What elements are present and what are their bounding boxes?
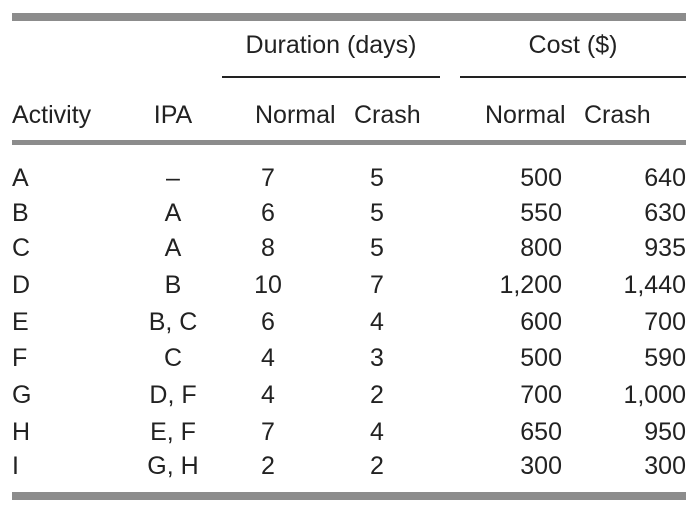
cost-crash-cell: 950 — [644, 418, 686, 446]
top-rule — [12, 13, 686, 21]
duration-crash-cell: 7 — [370, 271, 384, 299]
header-rule — [12, 140, 686, 145]
activity-cell: F — [12, 344, 28, 372]
duration-crash-cell: 2 — [370, 381, 384, 409]
duration-normal-cell: 2 — [261, 452, 275, 480]
cost-crash-cell: 300 — [644, 452, 686, 480]
cost-normal-cell: 500 — [520, 164, 562, 192]
cost-normal-cell: 300 — [520, 452, 562, 480]
cost-normal-cell: 600 — [520, 308, 562, 336]
cost-crash-cell: 590 — [644, 344, 686, 372]
activity-cell: B — [12, 199, 29, 227]
cost-normal-cell: 800 — [520, 234, 562, 262]
cost-underline — [460, 76, 686, 78]
activity-cell: H — [12, 418, 31, 446]
bottom-rule — [12, 492, 686, 500]
duration-crash-cell: 5 — [370, 199, 384, 227]
activity-cell: I — [12, 452, 19, 480]
ipa-cell: E, F — [150, 418, 196, 446]
ipa-cell: G, H — [147, 452, 199, 480]
header-cost-crash: Crash — [584, 101, 651, 129]
ipa-cell: A — [164, 199, 182, 227]
cost-normal-cell: 700 — [520, 381, 562, 409]
ipa-cell: C — [163, 344, 183, 372]
duration-crash-cell: 5 — [370, 164, 384, 192]
cost-crash-cell: 1,440 — [623, 271, 686, 299]
ipa-cell: B, C — [148, 308, 198, 336]
duration-normal-cell: 7 — [261, 164, 275, 192]
duration-normal-cell: 6 — [261, 199, 275, 227]
header-ipa: IPA — [153, 101, 193, 129]
header-activity: Activity — [12, 101, 92, 129]
group-header-duration: Duration (days) — [245, 31, 417, 59]
activity-cell: D — [12, 271, 31, 299]
duration-crash-cell: 4 — [370, 418, 384, 446]
duration-underline — [222, 76, 440, 78]
cost-normal-cell: 650 — [520, 418, 562, 446]
activity-cell: A — [12, 164, 29, 192]
activity-cell: E — [12, 308, 29, 336]
cost-crash-cell: 630 — [644, 199, 686, 227]
ipa-cell: A — [164, 234, 182, 262]
cost-crash-cell: 935 — [644, 234, 686, 262]
cost-normal-cell: 550 — [520, 199, 562, 227]
cost-crash-cell: 700 — [644, 308, 686, 336]
duration-crash-cell: 5 — [370, 234, 384, 262]
group-header-cost: Cost ($) — [528, 31, 618, 59]
activity-cell: C — [12, 234, 31, 262]
ipa-cell: – — [166, 164, 180, 192]
header-duration-normal: Normal — [255, 101, 336, 129]
duration-normal-cell: 4 — [261, 344, 275, 372]
duration-normal-cell: 6 — [261, 308, 275, 336]
ipa-cell: D, F — [149, 381, 197, 409]
duration-normal-cell: 10 — [254, 271, 282, 299]
duration-normal-cell: 7 — [261, 418, 275, 446]
ipa-cell: B — [164, 271, 182, 299]
cost-normal-cell: 1,200 — [499, 271, 562, 299]
duration-normal-cell: 8 — [261, 234, 275, 262]
cost-normal-cell: 500 — [520, 344, 562, 372]
duration-crash-cell: 4 — [370, 308, 384, 336]
cost-crash-cell: 1,000 — [623, 381, 686, 409]
header-duration-crash: Crash — [354, 101, 421, 129]
activity-cell: G — [12, 381, 32, 409]
duration-crash-cell: 3 — [370, 344, 384, 372]
duration-crash-cell: 2 — [370, 452, 384, 480]
cost-crash-cell: 640 — [644, 164, 686, 192]
header-cost-normal: Normal — [485, 101, 566, 129]
duration-normal-cell: 4 — [261, 381, 275, 409]
